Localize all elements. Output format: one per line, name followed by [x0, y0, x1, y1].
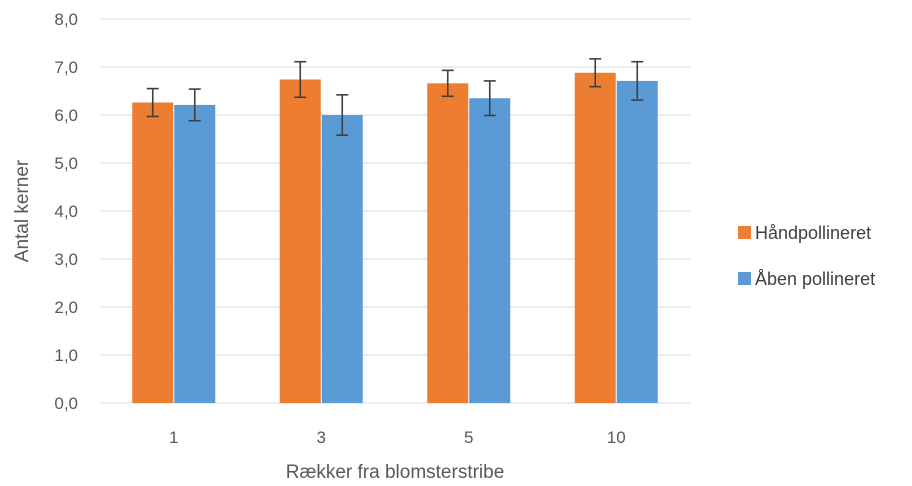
x-tick-label: 10	[607, 428, 626, 447]
y-axis-ticks: 0,0 1,0 2,0 3,0 4,0 5,0 6,0 7,0 8,0	[54, 10, 78, 413]
y-tick-label: 3,0	[54, 250, 78, 269]
bar	[469, 98, 511, 403]
y-tick-label: 1,0	[54, 346, 78, 365]
bar	[321, 115, 363, 403]
y-tick-label: 2,0	[54, 298, 78, 317]
x-tick-label: 5	[464, 428, 473, 447]
x-axis-title: Rækker fra blomsterstribe	[286, 462, 505, 483]
bar	[174, 104, 216, 404]
y-axis-title: Antal kerner	[12, 159, 33, 262]
error-bars	[146, 58, 644, 136]
bar	[279, 79, 321, 403]
x-axis-ticks: 1 3 5 10	[169, 428, 626, 447]
y-tick-label: 7,0	[54, 58, 78, 77]
legend-label: Åben pollineret	[755, 269, 875, 289]
x-tick-label: 1	[169, 428, 178, 447]
y-tick-label: 4,0	[54, 202, 78, 221]
bars	[132, 72, 658, 404]
y-tick-label: 6,0	[54, 106, 78, 125]
y-tick-label: 8,0	[54, 10, 78, 29]
bar	[427, 83, 469, 403]
bar	[132, 102, 174, 404]
bar	[574, 72, 616, 403]
x-tick-label: 3	[317, 428, 326, 447]
legend: Håndpollineret Åben pollineret	[738, 223, 875, 289]
bar	[616, 80, 658, 404]
legend-swatch	[738, 226, 751, 239]
legend-swatch	[738, 272, 751, 285]
legend-label: Håndpollineret	[755, 223, 871, 243]
y-tick-label: 5,0	[54, 154, 78, 173]
y-tick-label: 0,0	[54, 394, 78, 413]
